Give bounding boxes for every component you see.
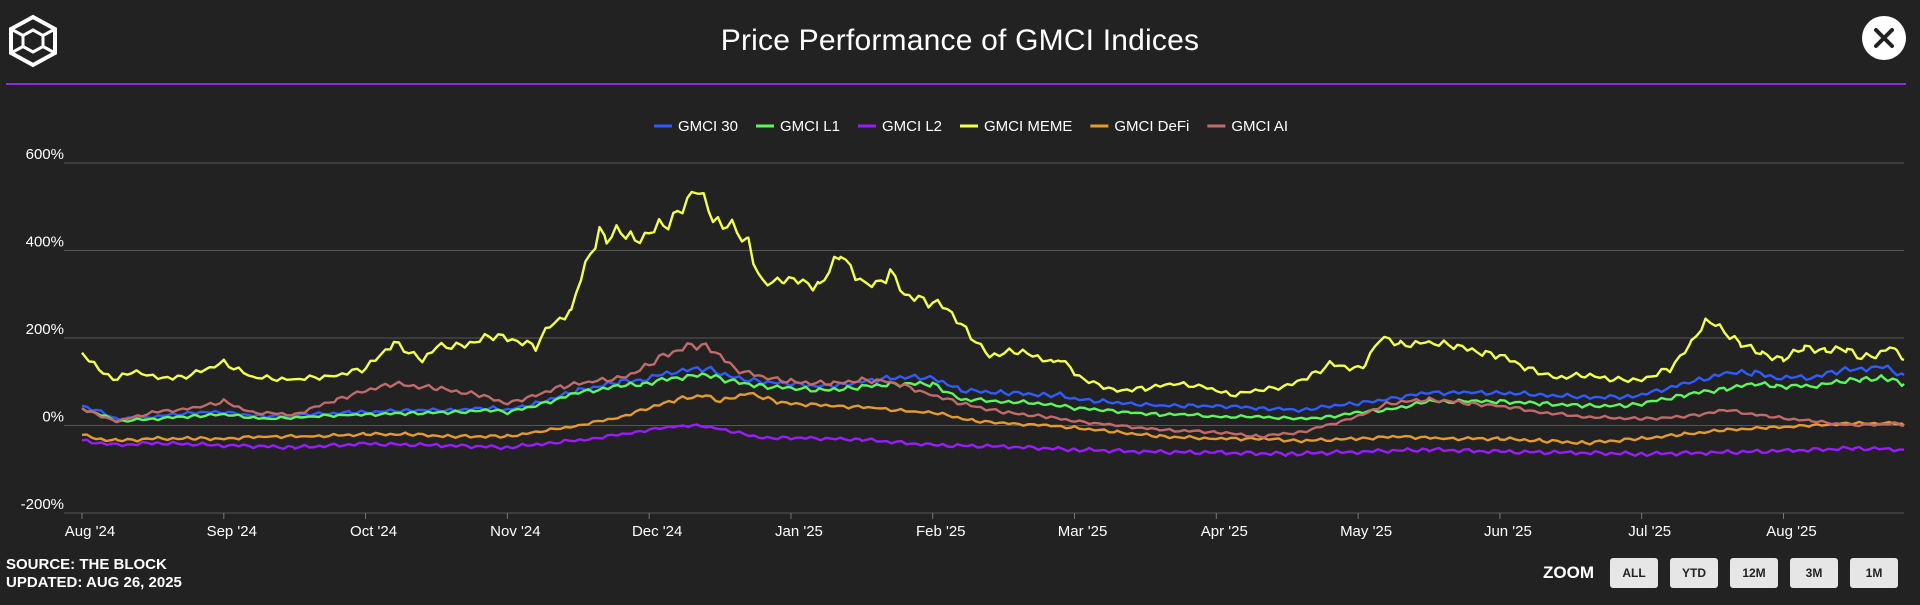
y-tick-label: 200% xyxy=(26,321,64,338)
x-tick-label: Feb '25 xyxy=(916,523,966,540)
x-axis: Aug '24 Sep '24 Oct '24 Nov '24 Dec '24 Jan '… xyxy=(65,513,1817,540)
the-block-logo-icon xyxy=(6,14,60,68)
chart-gridlines xyxy=(64,162,1904,514)
legend-item-gmci-l1[interactable]: GMCI L1 xyxy=(755,118,840,135)
x-tick-label: Dec '24 xyxy=(632,523,682,540)
chart-legend: GMCI 30 GMCI L1 GMCI L2 GMCI MEME GMCI DeFi G… xyxy=(653,118,1288,135)
legend-item-gmci-ai[interactable]: GMCI AI xyxy=(1207,118,1288,135)
x-tick-label: Sep '24 xyxy=(207,523,257,540)
legend-item-gmci-meme[interactable]: GMCI MEME xyxy=(960,118,1072,135)
x-tick-label: Jun '25 xyxy=(1484,523,1532,540)
series-line-gmci-30[interactable] xyxy=(81,364,1905,422)
chart-series xyxy=(81,190,1905,458)
series-line-gmci-meme[interactable] xyxy=(81,190,1905,398)
legend-label: GMCI L2 xyxy=(882,118,942,135)
x-tick-label: Aug '25 xyxy=(1766,523,1816,540)
zoom-label: ZOOM xyxy=(1543,563,1594,582)
legend-item-gmci-30[interactable]: GMCI 30 xyxy=(653,118,738,135)
close-icon xyxy=(1874,28,1894,48)
series-line-gmci-l1[interactable] xyxy=(81,372,1905,424)
legend-item-gmci-l2[interactable]: GMCI L2 xyxy=(857,118,942,135)
legend-item-gmci-defi[interactable]: GMCI DeFi xyxy=(1090,118,1189,135)
y-tick-label: 400% xyxy=(26,234,64,251)
x-tick-label: Jul '25 xyxy=(1628,523,1671,540)
legend-label: GMCI AI xyxy=(1231,118,1288,135)
zoom-1m-button[interactable]: 1M xyxy=(1850,558,1898,588)
y-tick-label: -200% xyxy=(21,496,64,513)
header-divider xyxy=(6,83,1906,85)
x-tick-label: May '25 xyxy=(1340,523,1392,540)
x-tick-label: Jan '25 xyxy=(775,523,823,540)
zoom-controls: ZOOM ALL YTD 12M 3M 1M xyxy=(1543,558,1898,588)
legend-label: GMCI L1 xyxy=(780,118,840,135)
series-line-gmci-defi[interactable] xyxy=(81,391,1905,446)
zoom-3m-button[interactable]: 3M xyxy=(1790,558,1838,588)
x-tick-label: Nov '24 xyxy=(490,523,540,540)
legend-label: GMCI DeFi xyxy=(1114,118,1189,135)
close-button[interactable] xyxy=(1862,16,1906,60)
updated-label: UPDATED: AUG 26, 2025 xyxy=(6,574,182,591)
series-line-gmci-ai[interactable] xyxy=(81,342,1905,439)
legend-label: GMCI 30 xyxy=(678,118,738,135)
source-info: SOURCE: THE BLOCK UPDATED: AUG 26, 2025 xyxy=(6,556,182,592)
legend-label: GMCI MEME xyxy=(984,118,1072,135)
zoom-ytd-button[interactable]: YTD xyxy=(1670,558,1718,588)
page-title: Price Performance of GMCI Indices xyxy=(720,24,1200,57)
zoom-all-button[interactable]: ALL xyxy=(1610,558,1658,588)
zoom-12m-button[interactable]: 12M xyxy=(1730,558,1778,588)
y-tick-label: 0% xyxy=(42,409,64,426)
x-tick-label: Apr '25 xyxy=(1201,523,1248,540)
series-line-gmci-l2[interactable] xyxy=(81,423,1904,458)
x-tick-label: Mar '25 xyxy=(1058,523,1108,540)
y-tick-label: 600% xyxy=(26,146,64,163)
y-axis-ticks: 600% 400% 200% 0% -200% xyxy=(21,146,64,513)
x-tick-label: Oct '24 xyxy=(350,523,397,540)
price-performance-chart: GMCI 30 GMCI L1 GMCI L2 GMCI MEME GMCI DeFi G… xyxy=(21,118,1905,540)
source-label: SOURCE: THE BLOCK xyxy=(6,556,167,573)
x-tick-label: Aug '24 xyxy=(65,523,115,540)
